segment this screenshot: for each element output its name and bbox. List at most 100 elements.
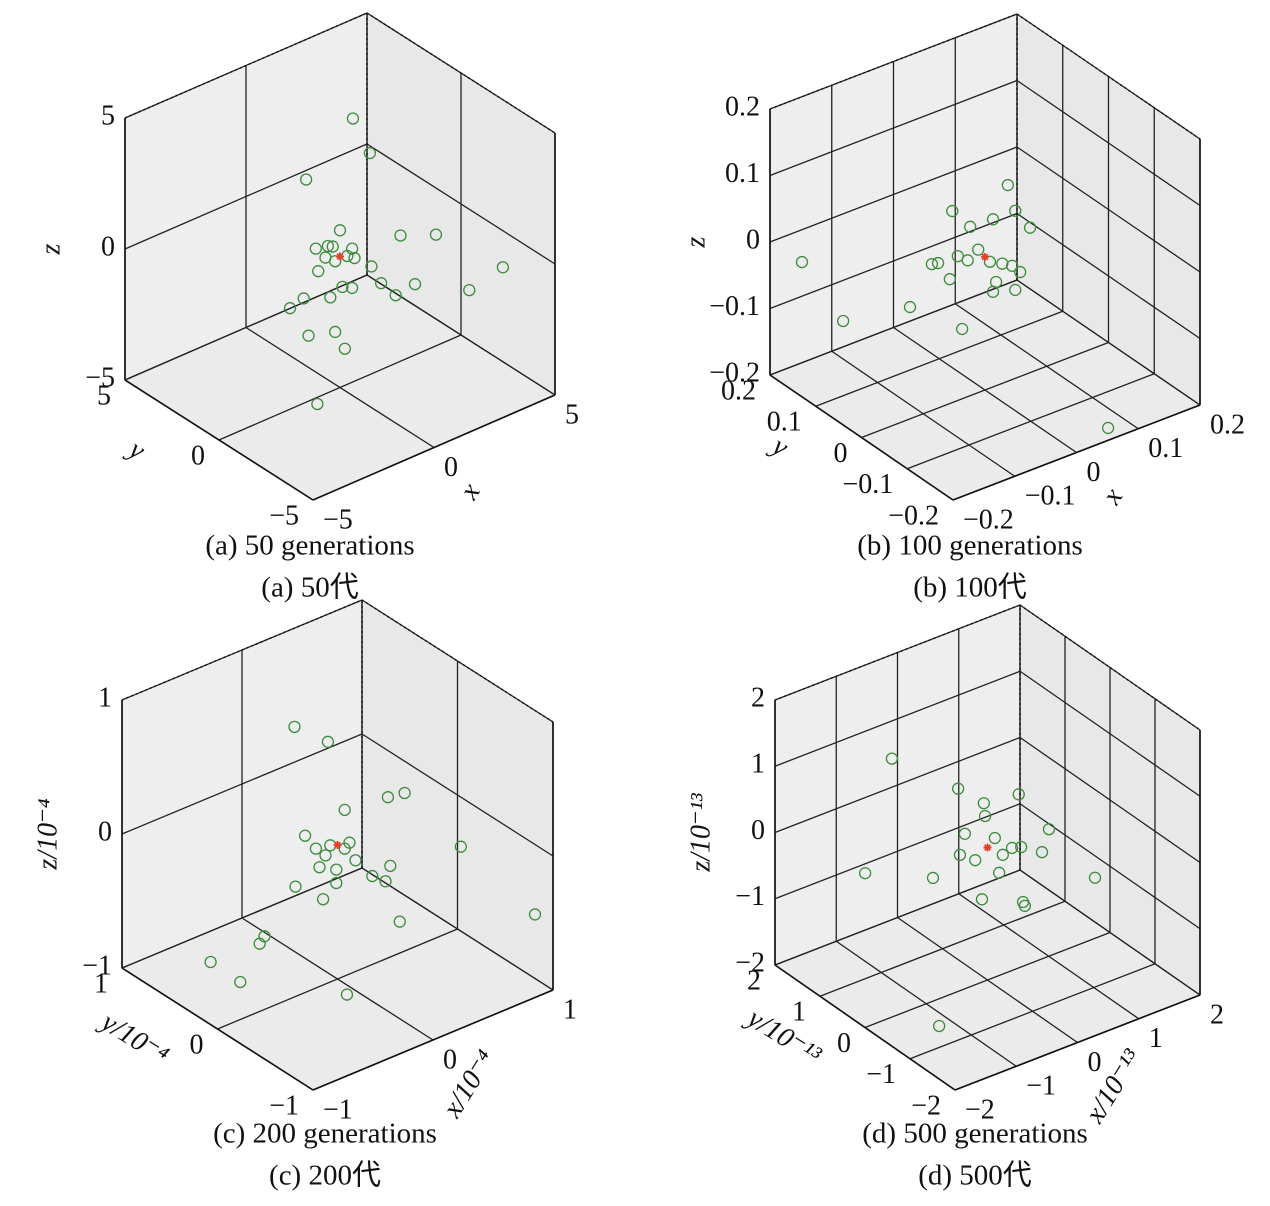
grid-line [774, 803, 1021, 900]
axis-edge [952, 404, 1201, 501]
point [283, 302, 297, 315]
y-tick-label: −0.1 [842, 469, 893, 500]
grid-line [769, 279, 1018, 376]
grid-line [774, 670, 1021, 767]
z-axis-label: z/10⁻¹³ [685, 793, 716, 873]
point [258, 930, 271, 943]
axis-edge [312, 394, 556, 501]
x-tick-label: −5 [323, 504, 353, 535]
point [384, 859, 397, 873]
y-tick-label: −0.2 [888, 500, 939, 531]
caption-cn: (d) 500代 [918, 1160, 1032, 1192]
point [329, 325, 342, 339]
point [394, 229, 407, 242]
point [309, 842, 323, 855]
caption: (a) 50 generations [205, 530, 414, 562]
grid-line [1019, 736, 1201, 864]
x-tick-label: −0.2 [963, 504, 1014, 535]
point [943, 273, 956, 286]
y-tick-label: −1 [269, 1090, 299, 1121]
grid-line [361, 867, 554, 991]
y-tick-label: −5 [269, 500, 299, 531]
z-tick-label: −5 [85, 362, 115, 393]
point [975, 893, 989, 906]
point [958, 827, 971, 840]
x-tick-label: 1 [563, 994, 577, 1025]
grid-line [217, 928, 458, 1030]
point [1009, 204, 1022, 217]
x-tick-label: 0 [1088, 1047, 1102, 1078]
axis-edge [769, 374, 954, 501]
y-tick-label: 0 [834, 438, 848, 469]
box-edge [1019, 604, 1201, 731]
x-axis-label: x [1096, 482, 1130, 510]
x-tick-label: 1 [1149, 1023, 1163, 1054]
point [343, 836, 356, 849]
point [953, 848, 967, 862]
z-tick-label: −0.2 [709, 357, 760, 388]
x-tick-label: −1 [323, 1094, 353, 1125]
z-tick-label: −0.1 [709, 291, 760, 322]
point [336, 280, 349, 294]
grid-line [1016, 279, 1201, 406]
grid-line [218, 334, 462, 441]
x-tick-label: 5 [565, 399, 579, 430]
grid-line [1016, 146, 1201, 273]
point [311, 397, 324, 411]
z-tick-label: 0 [98, 816, 112, 847]
z-tick-label: 0 [746, 224, 760, 255]
point [885, 752, 899, 765]
point [1005, 841, 1019, 855]
point [321, 239, 335, 253]
x-axis-label: x [453, 477, 487, 505]
point [338, 803, 351, 816]
point [463, 283, 476, 297]
grid-line [774, 869, 1021, 966]
point [989, 275, 1003, 289]
point [956, 322, 969, 336]
caption: (b) 100 generations [857, 530, 1083, 562]
z-tick-label: 0 [101, 231, 115, 262]
point [977, 797, 990, 810]
x-tick-label: 0.2 [1210, 409, 1245, 440]
point [1101, 421, 1115, 435]
z-tick-label: −1 [735, 881, 765, 912]
point [946, 204, 959, 218]
best-point [981, 253, 989, 261]
z-tick-label: 2 [751, 682, 765, 713]
point [398, 786, 411, 800]
point [349, 854, 362, 867]
caption-cn: (a) 50代 [261, 572, 358, 604]
point [330, 876, 343, 890]
z-tick-label: 1 [98, 682, 112, 713]
grid-line [1016, 79, 1201, 207]
grid-line [1019, 869, 1201, 996]
z-tick-label: 5 [101, 100, 115, 131]
point [326, 240, 339, 253]
z-tick-label: 0.2 [725, 91, 760, 122]
point [374, 277, 388, 290]
point [324, 291, 337, 304]
point [330, 863, 343, 876]
x-tick-label: −1 [1026, 1071, 1056, 1102]
panel: −2−1012−2−1012−2−1012z/10⁻¹³y/10⁻¹³x/10⁻… [685, 604, 1224, 1192]
point [393, 915, 406, 928]
z-tick-label: 0 [751, 815, 765, 846]
point [379, 875, 392, 888]
x-tick-label: 0.1 [1148, 433, 1183, 464]
y-tick-label: 0 [190, 1029, 204, 1060]
point [1006, 259, 1019, 272]
axis-edge [121, 967, 314, 1091]
point [969, 854, 982, 867]
point [1012, 788, 1025, 801]
x-tick-label: 0 [443, 1044, 457, 1075]
point [795, 255, 809, 269]
point [903, 300, 917, 314]
point [496, 261, 510, 274]
point [983, 255, 997, 268]
y-tick-label: −2 [911, 1090, 941, 1121]
point [1009, 283, 1022, 297]
point [365, 260, 378, 273]
grid-line [769, 146, 1018, 243]
